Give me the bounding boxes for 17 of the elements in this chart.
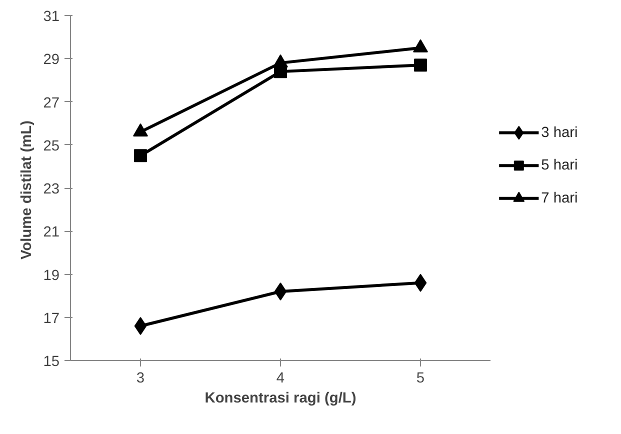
y-tick-label: 21 [43,224,60,241]
legend-label: 3 hari [541,124,578,141]
y-tick-label: 31 [43,9,60,25]
legend-label: 5 hari [541,158,578,174]
x-tick-label: 4 [276,370,285,386]
y-tick-label: 23 [43,182,60,198]
y-tick-label: 19 [43,268,60,284]
x-axis-title: Konsentrasi ragi (g/L) [204,390,356,406]
y-tick-label: 29 [43,52,60,68]
x-tick-label: 3 [136,370,145,386]
y-tick-label: 27 [43,95,60,112]
legend-label: 7 hari [541,190,578,206]
y-tick-label: 25 [43,138,60,154]
y-tick-label: 15 [43,354,60,370]
y-axis-title: Volume distilat (mL) [19,120,36,260]
y-tick-label: 17 [43,310,60,327]
x-tick-label: 5 [416,370,425,386]
